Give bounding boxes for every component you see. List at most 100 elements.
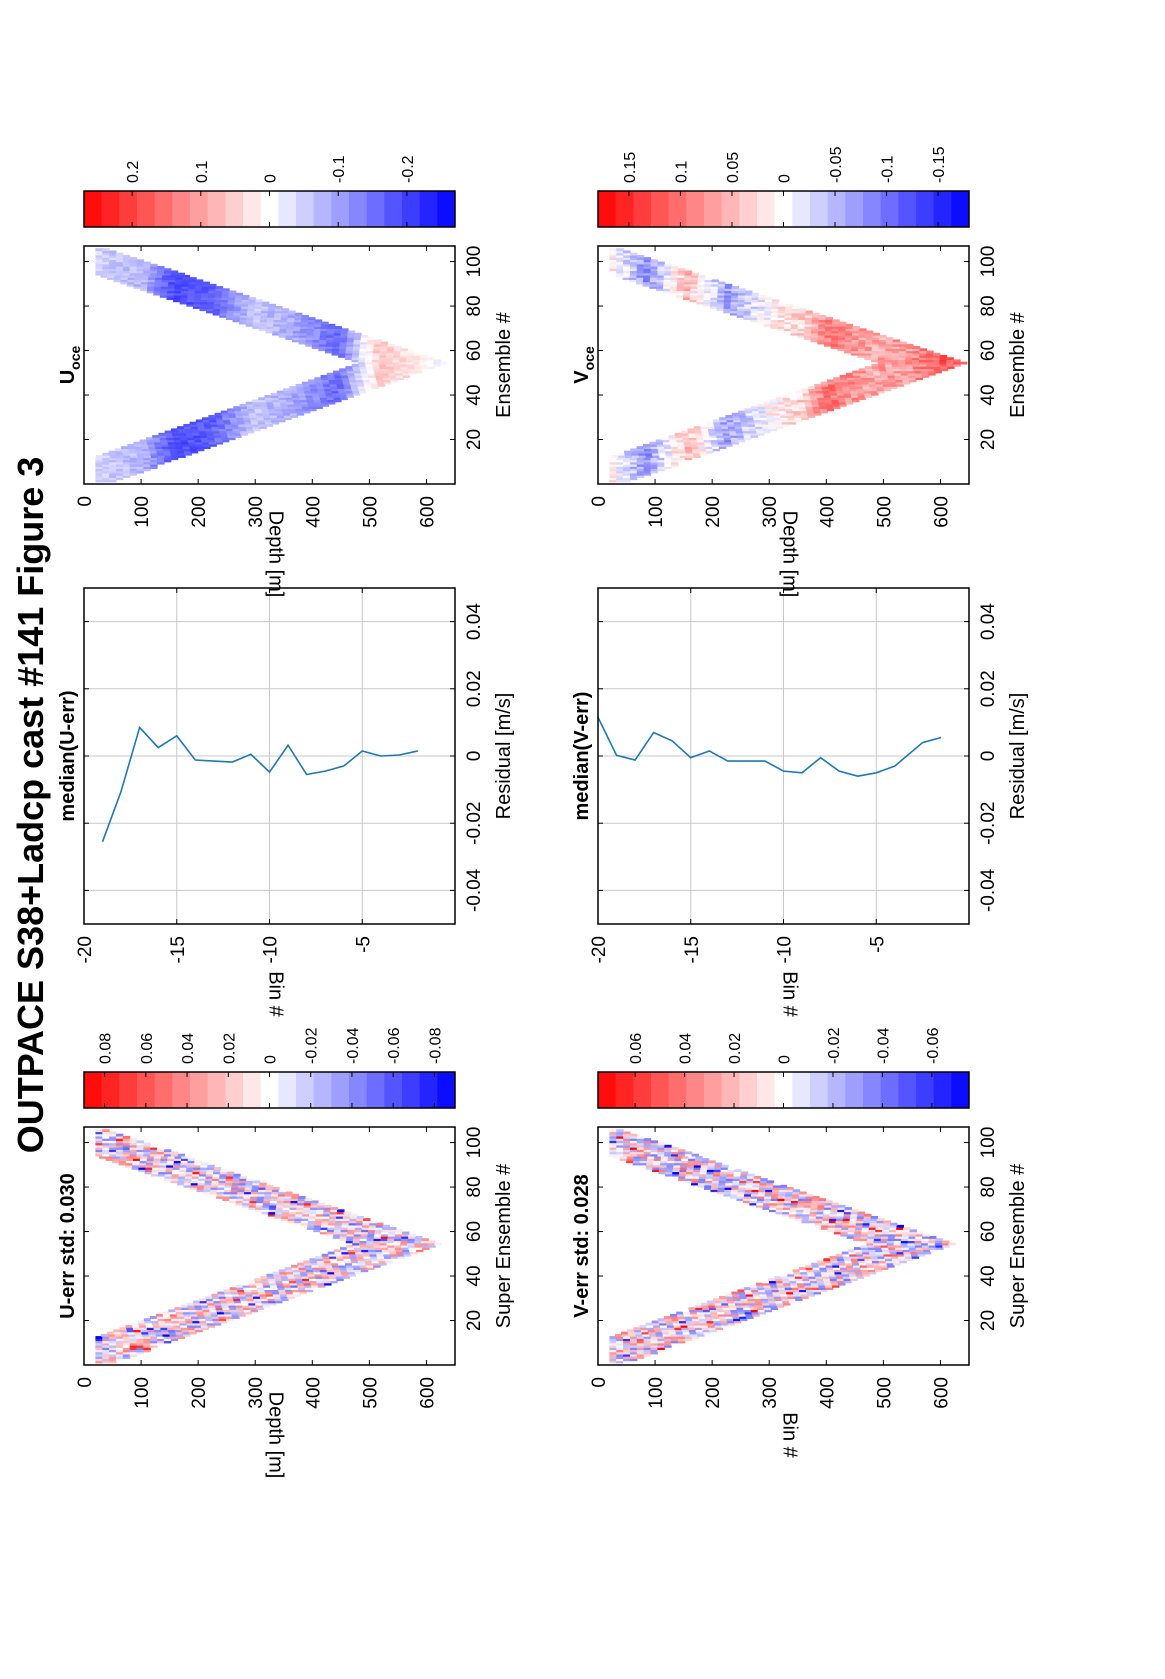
heatmap-cell: [828, 1222, 836, 1226]
heatmap-cell: [743, 432, 751, 436]
colorbar: 0.2 0.1 0 -0.1 -0.2: [83, 155, 456, 228]
heatmap-cell: [274, 1278, 283, 1282]
heatmap-cell: [141, 274, 149, 278]
heatmap-cell: [297, 1264, 306, 1268]
heatmap-cell: [171, 430, 179, 434]
heatmap-cell: [131, 1322, 140, 1326]
heatmap-cell: [817, 1207, 825, 1210]
heatmap-cell: [921, 1240, 929, 1244]
heatmap-cell: [303, 386, 311, 389]
heatmap-cell: [433, 361, 441, 365]
heatmap-cell: [881, 1235, 889, 1239]
heatmap-cell: [184, 428, 193, 432]
heatmap-cell: [818, 1264, 827, 1268]
heatmap-cell: [250, 417, 258, 421]
heatmap-cell: [143, 1342, 151, 1346]
heatmap-cell: [102, 250, 110, 254]
heatmap-cell: [276, 415, 285, 418]
heatmap-cell: [295, 408, 303, 412]
heatmap-cell: [791, 1198, 799, 1202]
heatmap-cell: [906, 366, 914, 369]
heatmap-cell: [408, 370, 416, 374]
heatmap-cell: [623, 472, 631, 476]
heatmap-cell: [186, 435, 194, 438]
heatmap-cell: [380, 1235, 389, 1239]
heatmap-cell: [182, 443, 190, 447]
heatmap-cell: [741, 1300, 749, 1304]
heatmap-cell: [665, 450, 673, 454]
heatmap-cell: [333, 334, 341, 338]
heatmap-cell: [708, 432, 717, 436]
heatmap-cell: [197, 426, 206, 429]
colorbar-swatch: [296, 191, 315, 227]
heatmap-cell: [209, 283, 217, 287]
heatmap-cell: [756, 321, 765, 325]
heatmap-cell: [798, 1267, 807, 1270]
heatmap-cell: [758, 1191, 766, 1195]
heatmap-cell: [157, 1173, 166, 1177]
heatmap-cell: [143, 455, 152, 458]
heatmap-cell: [777, 326, 785, 329]
heatmap-cell: [818, 314, 827, 318]
heatmap-cell: [301, 381, 310, 385]
heatmap-cell: [736, 432, 744, 436]
heatmap-cell: [298, 1267, 306, 1270]
heatmap-cell: [660, 1160, 668, 1164]
heatmap-cell: [399, 359, 407, 363]
heatmap-cell: [865, 339, 873, 343]
heatmap-cell: [109, 252, 117, 256]
heatmap-cell: [273, 319, 282, 323]
heatmap-cell: [782, 423, 790, 427]
heatmap-cell: [407, 1240, 415, 1244]
heatmap-cell: [676, 1333, 685, 1337]
heatmap-cell: [122, 1135, 131, 1139]
heatmap-cell: [682, 435, 690, 438]
heatmap-cell: [321, 401, 329, 405]
heatmap-cell: [183, 450, 192, 454]
heatmap-cell: [102, 455, 111, 458]
heatmap-cell: [115, 1135, 124, 1139]
heatmap-cell: [299, 1269, 307, 1273]
heatmap-cell: [838, 332, 846, 336]
heatmap-cell: [421, 368, 429, 372]
heatmap-cell: [239, 1296, 247, 1299]
heatmap-cell: [109, 270, 117, 274]
heatmap-cell: [613, 1155, 621, 1159]
heatmap-cell: [804, 330, 812, 334]
heatmap-cell: [347, 330, 356, 334]
heatmap-cell: [659, 1164, 668, 1168]
heatmap-cell: [722, 432, 731, 436]
heatmap-cell: [337, 1209, 345, 1213]
heatmap-cell: [421, 1244, 429, 1248]
heatmap-cell: [198, 1178, 206, 1181]
heatmap-cell: [311, 1287, 320, 1290]
heatmap-cell: [872, 339, 880, 343]
heatmap-cell: [808, 390, 817, 394]
heatmap-cell: [767, 419, 776, 423]
heatmap-cell: [345, 1240, 354, 1244]
heatmap-cell: [671, 1338, 679, 1342]
heatmap-cell: [197, 1180, 206, 1184]
heatmap-cell: [844, 397, 853, 401]
heatmap-cell: [816, 392, 824, 396]
heatmap-cell: [339, 339, 348, 343]
heatmap-cell: [225, 1178, 234, 1181]
heatmap-cell: [212, 1318, 220, 1322]
colorbar-swatch: [137, 191, 156, 227]
heatmap-cell: [873, 1244, 882, 1248]
y-tick-label: 100: [132, 496, 153, 528]
heatmap-cell: [177, 426, 185, 429]
heatmap-cell: [629, 1344, 638, 1348]
heatmap-cell: [164, 430, 173, 434]
heatmap-cell: [194, 439, 202, 443]
heatmap-cell: [825, 1287, 834, 1290]
heatmap-cell: [326, 332, 335, 336]
heatmap-cell: [136, 261, 144, 265]
heatmap-cell: [829, 1278, 838, 1282]
heatmap-cell: [298, 339, 307, 343]
heatmap-cell: [844, 341, 853, 345]
heatmap-cell: [784, 319, 792, 323]
heatmap-cell: [219, 1171, 228, 1175]
heatmap-cell: [317, 390, 326, 394]
heatmap-cell: [662, 1331, 670, 1335]
